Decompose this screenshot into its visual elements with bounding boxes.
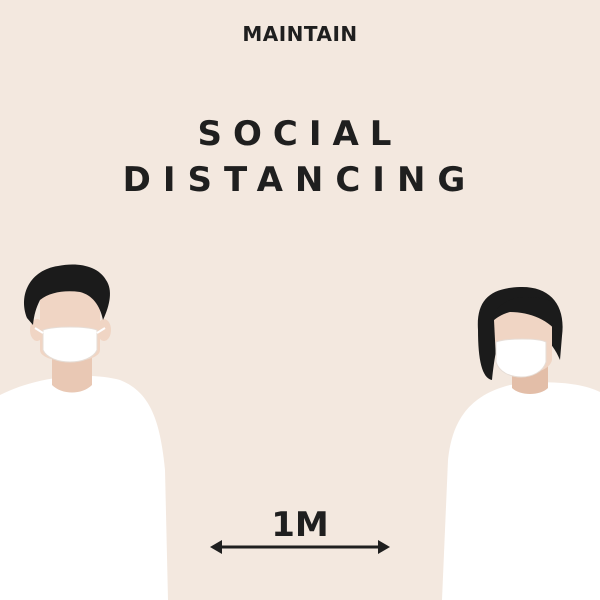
man-ear-right [97, 319, 111, 341]
man-shirt [0, 375, 168, 600]
man-figure [0, 264, 168, 600]
man-neck [52, 355, 92, 393]
arrow-right-icon [378, 540, 390, 554]
distance-arrow [210, 540, 390, 554]
woman-mask [495, 338, 547, 378]
headline-social: SOCIAL [197, 114, 403, 154]
woman-bangs [492, 296, 562, 336]
man-mask [42, 326, 98, 363]
man-hair [24, 264, 110, 325]
man-mask-strap-left [34, 327, 44, 334]
arrow-left-icon [210, 540, 222, 554]
woman-shirt [442, 382, 600, 600]
man-mask-strap-right [96, 327, 106, 334]
maintain-text: MAINTAIN [242, 22, 358, 46]
headline-distancing: DISTANCING [122, 160, 478, 200]
woman-figure [442, 286, 600, 600]
distance-label: 1M [271, 505, 329, 545]
